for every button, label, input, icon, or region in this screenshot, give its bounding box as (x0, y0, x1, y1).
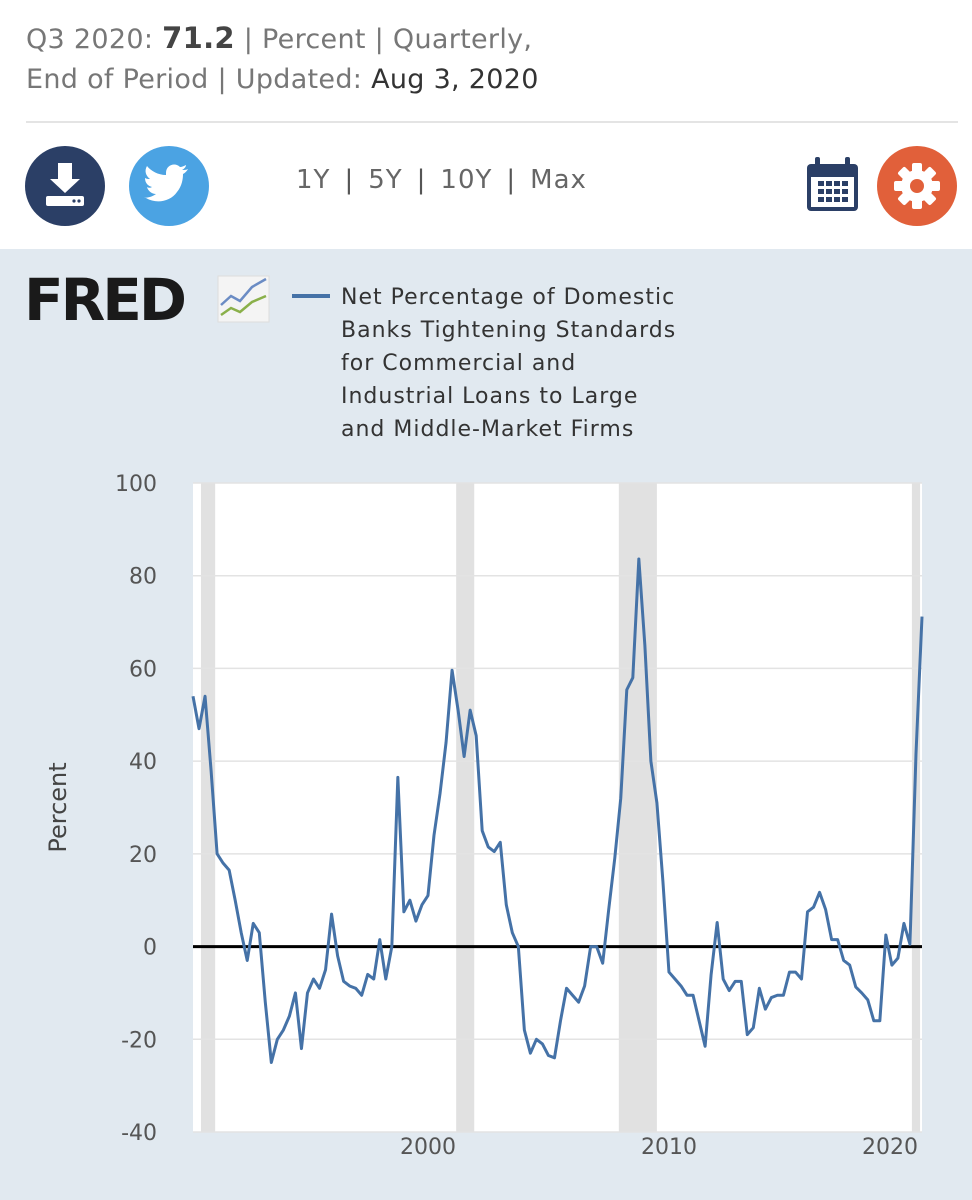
y-axis-label: Percent (44, 762, 72, 852)
range-button[interactable]: Max (530, 165, 587, 195)
header-line-1: Q3 2020: 71.2 | Percent | Quarterly, (26, 18, 539, 60)
series-line (191, 557, 924, 1064)
x-tick-label: 2010 (641, 1135, 697, 1160)
y-tick-label: 40 (129, 750, 157, 775)
meta: | Percent | Quarterly, (243, 24, 533, 55)
updated: Aug 3, 2020 (371, 64, 539, 95)
latest-value: 71.2 (162, 21, 235, 55)
y-tick-label: 20 (129, 843, 157, 868)
download-button[interactable] (25, 146, 105, 226)
y-tick-label: 80 (129, 565, 157, 590)
legend-entry: Net Percentage of Domestic Banks Tighteni… (341, 285, 676, 442)
meta-2: End of Period | Updated: (26, 64, 363, 95)
recession-band (200, 483, 216, 1132)
header-line-2: End of Period | Updated: Aug 3, 2020 (26, 60, 539, 100)
x-tick-label: 2020 (862, 1135, 918, 1160)
y-tick-label: 0 (143, 936, 157, 961)
calendar-button[interactable] (807, 157, 858, 211)
logo: FRED (24, 266, 185, 334)
recession-band (456, 483, 475, 1132)
separator: | (344, 165, 355, 195)
x-tick-label: 2000 (400, 1135, 456, 1160)
y-tick-label: -40 (121, 1121, 157, 1146)
range-button[interactable]: 5Y (368, 165, 403, 195)
range-button[interactable]: 1Y (296, 165, 331, 195)
y-tick-label: 100 (115, 472, 157, 497)
plot-area (193, 483, 922, 1132)
divider (26, 121, 958, 123)
separator: | (506, 165, 517, 195)
twitter-button[interactable] (129, 146, 209, 226)
header: Q3 2020: 71.2 | Percent | Quarterly, End… (26, 18, 539, 100)
y-tick-label: -20 (121, 1028, 157, 1053)
recession-band (911, 483, 921, 1132)
period: Q3 2020: (26, 24, 154, 55)
y-tick-label: 60 (129, 657, 157, 682)
logo-icon (217, 275, 270, 323)
range-button[interactable]: 10Y (440, 165, 493, 195)
settings-button[interactable] (877, 146, 957, 226)
range-buttons: 1Y | 5Y | 10Y | Max (296, 165, 587, 195)
separator: | (416, 165, 427, 195)
